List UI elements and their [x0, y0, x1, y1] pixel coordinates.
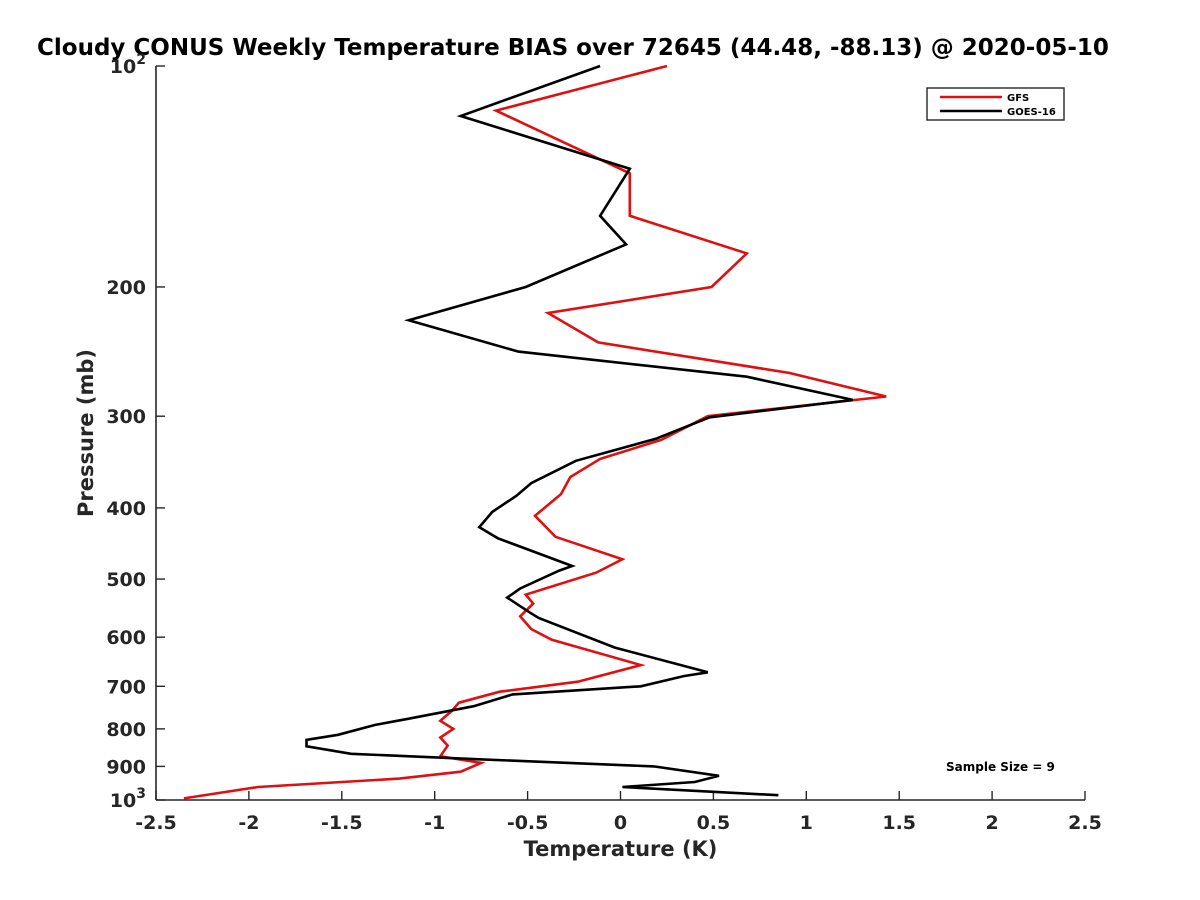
- y-tick-label: 600: [106, 627, 146, 649]
- y-tick-label: 400: [106, 498, 146, 520]
- series-layer: [183, 64, 887, 800]
- legend: GFS GOES-16: [926, 87, 1065, 121]
- x-tick-label: -1.5: [321, 812, 363, 834]
- x-tick-label: -0.5: [507, 812, 549, 834]
- plot-axes: [155, 66, 1085, 801]
- y-axis-label: Pressure (mb): [74, 349, 98, 517]
- x-tick-label: -2.5: [135, 812, 177, 834]
- y-tick-label: 300: [106, 406, 146, 428]
- legend-box: [926, 87, 1065, 121]
- x-tick-label: 2: [985, 812, 998, 834]
- x-tick-label: 2.5: [1068, 812, 1102, 834]
- legend-label-goes16: GOES-16: [1007, 107, 1056, 118]
- x-tick-label: -2: [238, 812, 259, 834]
- y-tick-label: 500: [106, 569, 146, 591]
- x-tick-label: -1: [424, 812, 445, 834]
- chart-title: Cloudy CONUS Weekly Temperature BIAS ove…: [37, 35, 1109, 61]
- legend-label-gfs: GFS: [1007, 93, 1029, 104]
- x-tick-label: 1: [800, 812, 813, 834]
- x-tick-label: 0.5: [697, 812, 731, 834]
- y-tick-label: 900: [106, 756, 146, 778]
- series-line-goes16: [305, 64, 854, 797]
- y-tick-label: 700: [106, 676, 146, 698]
- x-ticks: -2.5 -2 -1.5 -1 -0.5 0 0.5 1 1.5 2 2.5: [135, 791, 1102, 834]
- y-tick-label: 103: [110, 786, 146, 812]
- y-tick-label: 800: [106, 719, 146, 741]
- x-tick-label: 1.5: [882, 812, 916, 834]
- sample-size-annotation: Sample Size = 9: [946, 760, 1055, 774]
- series-line-gfs: [183, 64, 887, 800]
- y-ticks: 102 200 300 400 500 600 700 800 900 103: [106, 52, 165, 812]
- x-axis-label: Temperature (K): [524, 837, 718, 861]
- y-tick-label: 102: [110, 52, 146, 78]
- x-tick-label: 0: [614, 812, 627, 834]
- y-tick-label: 200: [106, 277, 146, 299]
